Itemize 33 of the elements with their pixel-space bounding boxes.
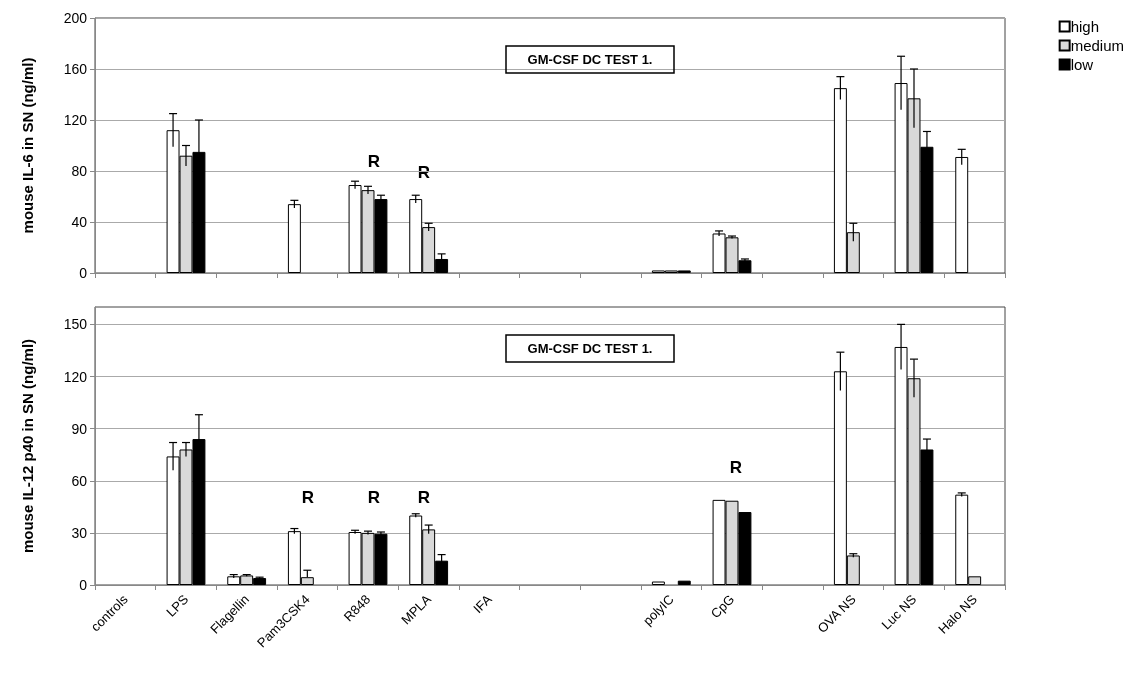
y-tick-label: 40 [71, 214, 88, 230]
annotation: R [367, 488, 381, 507]
y-tick-label: 200 [63, 10, 88, 26]
y-tick-label: 150 [63, 316, 88, 333]
text: GM-CSF DC TEST 1. [527, 52, 653, 67]
bar [287, 204, 301, 273]
x-tick-label: OVA NS [814, 591, 859, 636]
bar [677, 580, 691, 585]
y-tick-label: 60 [71, 472, 88, 489]
x-tick-label: LPS [163, 591, 192, 620]
annotation: R [729, 458, 743, 477]
y-tick-label: 0 [79, 265, 88, 281]
annotation: R [417, 488, 431, 507]
y-tick-label: 30 [71, 524, 88, 541]
y-axis-title: mouse IL-12 p40 in SN (ng/ml) [19, 338, 36, 554]
x-tick-label: Halo NS [935, 591, 981, 637]
x-tick-label: Luc NS [878, 591, 920, 633]
legend-label: high [1070, 18, 1100, 35]
x-tick-label: CpG [707, 591, 738, 622]
y-tick-label: 160 [63, 61, 88, 77]
y-axis-title: mouse IL-6 in SN (ng/ml) [19, 57, 36, 234]
annotation: R [301, 488, 315, 507]
legend-label: low [1070, 56, 1094, 73]
y-tick-label: 90 [71, 420, 88, 437]
legend-label: medium [1070, 37, 1125, 54]
text: GM-CSF DC TEST 1. [527, 341, 653, 356]
y-tick-label: 120 [63, 112, 88, 128]
y-tick-label: 0 [79, 577, 88, 593]
y-tick-label: 80 [71, 163, 88, 179]
bar [651, 581, 665, 585]
x-tick-label: IFA [470, 591, 495, 617]
y-tick-label: 120 [63, 368, 88, 385]
annotation: R [367, 152, 381, 171]
